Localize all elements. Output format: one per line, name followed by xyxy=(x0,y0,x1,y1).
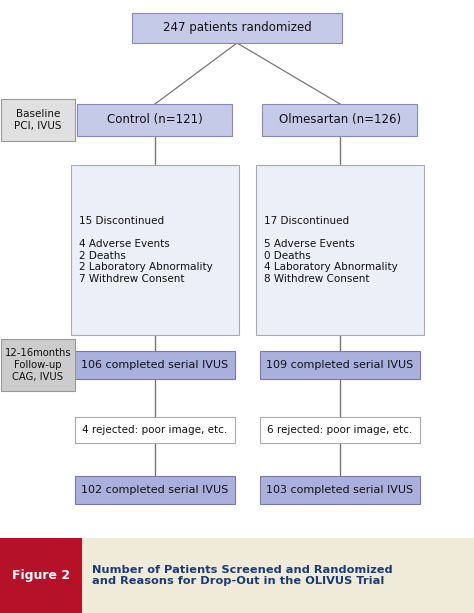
FancyBboxPatch shape xyxy=(260,476,420,504)
Text: 103 completed serial IVUS: 103 completed serial IVUS xyxy=(266,485,413,495)
Text: 109 completed serial IVUS: 109 completed serial IVUS xyxy=(266,360,414,370)
Text: 102 completed serial IVUS: 102 completed serial IVUS xyxy=(82,485,228,495)
Text: 247 patients randomized: 247 patients randomized xyxy=(163,21,311,34)
Text: 4 rejected: poor image, etc.: 4 rejected: poor image, etc. xyxy=(82,425,228,435)
FancyBboxPatch shape xyxy=(0,99,75,141)
Text: Number of Patients Screened and Randomized
and Reasons for Drop-Out in the OLIVU: Number of Patients Screened and Randomiz… xyxy=(92,565,392,586)
Text: Figure 2: Figure 2 xyxy=(12,569,70,582)
FancyBboxPatch shape xyxy=(75,351,235,379)
FancyBboxPatch shape xyxy=(0,538,82,613)
Text: 6 rejected: poor image, etc.: 6 rejected: poor image, etc. xyxy=(267,425,413,435)
FancyBboxPatch shape xyxy=(263,104,418,136)
Text: 17 Discontinued

5 Adverse Events
0 Deaths
4 Laboratory Abnormality
8 Withdrew C: 17 Discontinued 5 Adverse Events 0 Death… xyxy=(264,216,398,284)
FancyBboxPatch shape xyxy=(78,104,233,136)
FancyBboxPatch shape xyxy=(71,165,239,335)
FancyBboxPatch shape xyxy=(132,13,342,43)
Text: 12-16months
Follow-up
CAG, IVUS: 12-16months Follow-up CAG, IVUS xyxy=(5,348,71,382)
FancyBboxPatch shape xyxy=(260,351,420,379)
Text: Baseline
PCI, IVUS: Baseline PCI, IVUS xyxy=(14,109,62,131)
Text: Control (n=121): Control (n=121) xyxy=(107,113,203,126)
FancyBboxPatch shape xyxy=(75,417,235,443)
Text: 106 completed serial IVUS: 106 completed serial IVUS xyxy=(82,360,228,370)
FancyBboxPatch shape xyxy=(0,339,75,391)
FancyBboxPatch shape xyxy=(0,538,474,613)
Text: Olmesartan (n=126): Olmesartan (n=126) xyxy=(279,113,401,126)
FancyBboxPatch shape xyxy=(75,476,235,504)
FancyBboxPatch shape xyxy=(256,165,424,335)
FancyBboxPatch shape xyxy=(260,417,420,443)
Text: 15 Discontinued

4 Adverse Events
2 Deaths
2 Laboratory Abnormality
7 Withdrew C: 15 Discontinued 4 Adverse Events 2 Death… xyxy=(79,216,213,284)
